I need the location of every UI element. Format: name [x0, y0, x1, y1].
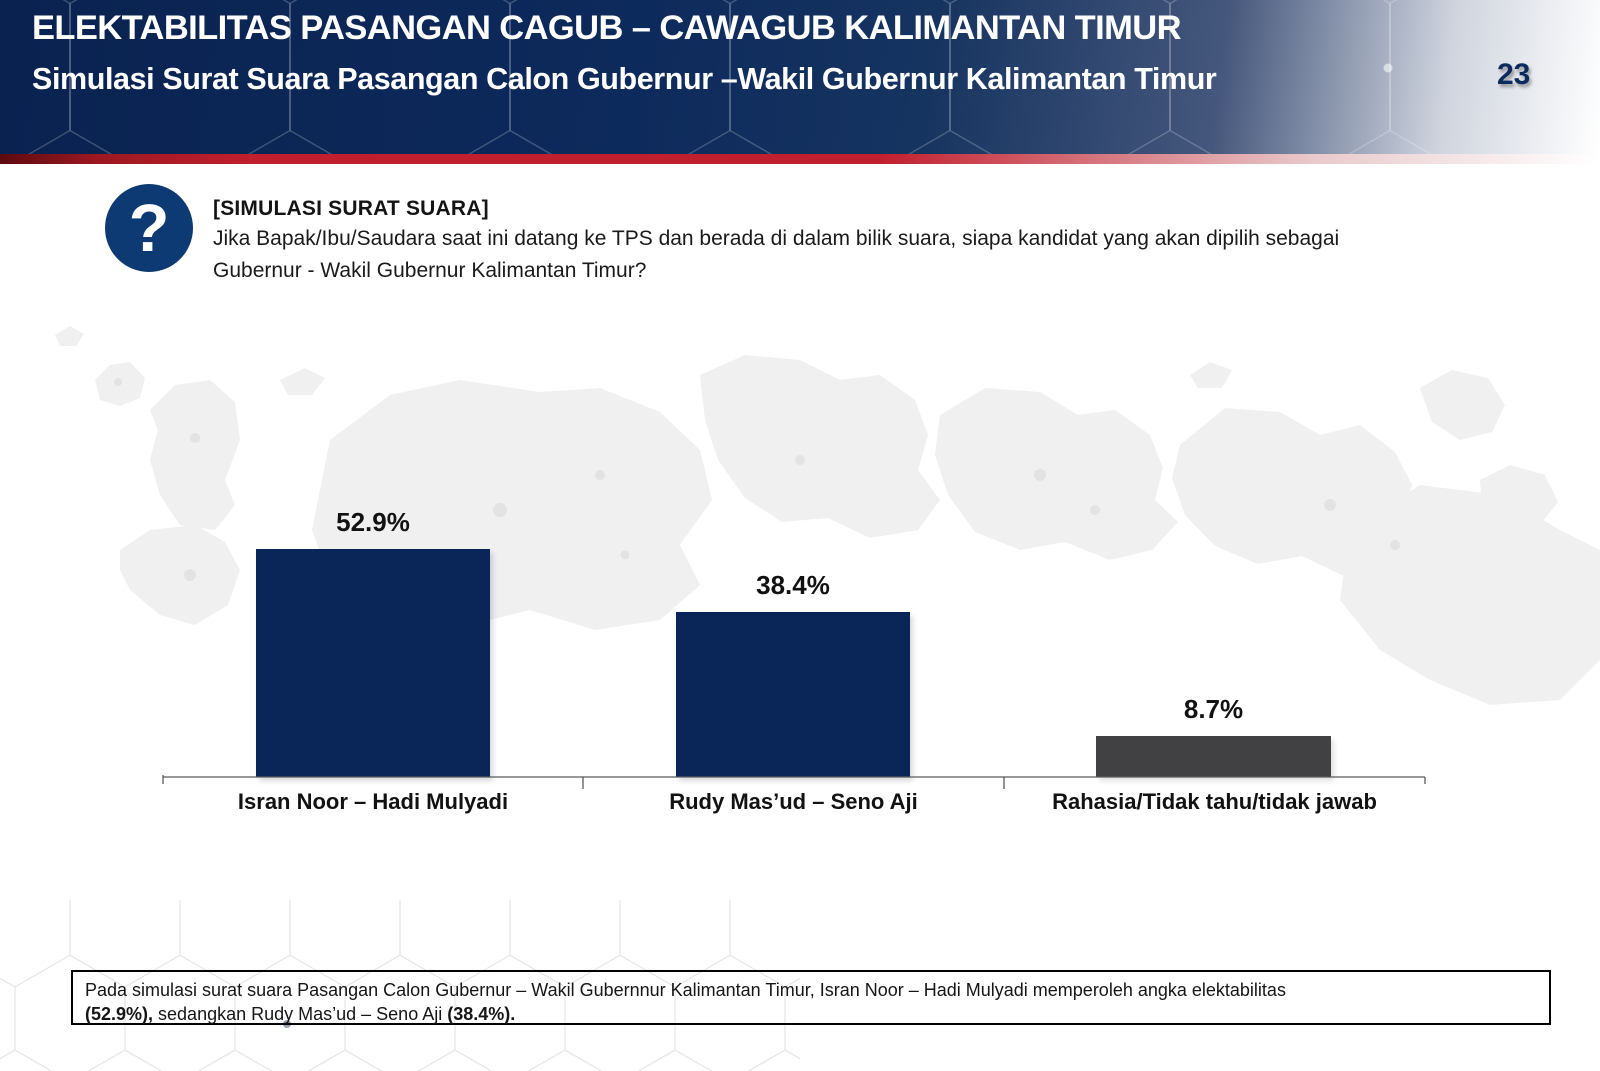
svg-text:?: ?	[129, 191, 170, 266]
